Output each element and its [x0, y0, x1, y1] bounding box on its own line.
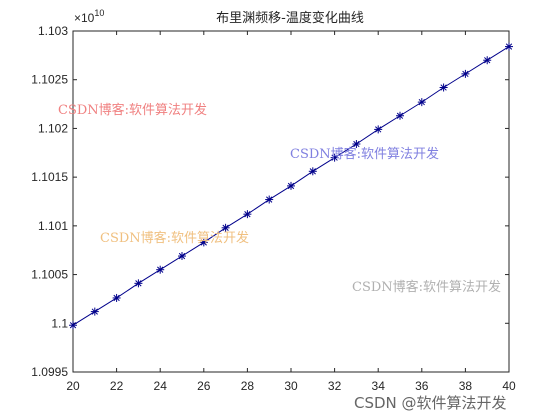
data-point-marker	[112, 293, 121, 302]
y-tick-label: 1.103	[38, 24, 68, 38]
data-point-marker	[461, 69, 470, 78]
x-tick-label: 38	[459, 379, 473, 393]
data-point-marker	[396, 111, 404, 120]
data-point-marker	[134, 279, 143, 288]
watermark-4: CSDN博客:软件算法开发	[352, 279, 501, 295]
x-tick-label: 32	[328, 379, 342, 393]
series-group	[69, 42, 513, 330]
x-tick-label: 30	[284, 379, 298, 393]
watermark-1: CSDN博客:软件算法开发	[58, 102, 207, 118]
y-tick-label: 1.102	[38, 121, 68, 135]
x-tick-label: 24	[154, 379, 168, 393]
x-tick-label: 28	[241, 379, 255, 393]
y-tick-label: 1.101	[38, 219, 68, 233]
data-point-marker	[374, 125, 383, 134]
x-tick-label: 40	[502, 379, 516, 393]
data-point-marker	[483, 56, 492, 65]
data-point-marker	[417, 98, 426, 107]
watermarks: CSDN博客:软件算法开发 CSDN博客:软件算法开发 CSDN博客:软件算法开…	[58, 102, 501, 295]
y-tick-label: 1.1025	[31, 73, 68, 87]
y-axis: 1.0995 1.1 1.1005 1.101 1.1015 1.102 1.1025 1.1…	[31, 24, 509, 379]
x-tick-label: 34	[372, 379, 386, 393]
x-tick-label: 26	[197, 379, 211, 393]
watermark-3: CSDN博客:软件算法开发	[100, 230, 249, 246]
data-point-marker	[352, 140, 361, 149]
watermark-2: CSDN博客:软件算法开发	[290, 146, 439, 162]
data-point-marker	[439, 83, 448, 92]
data-point-marker	[178, 252, 186, 261]
data-point-marker	[308, 167, 317, 176]
data-point-marker	[199, 238, 208, 247]
data-point-marker	[90, 307, 99, 316]
data-point-marker	[330, 153, 339, 162]
data-point-marker	[505, 42, 513, 51]
plot-area	[72, 30, 510, 373]
data-point-marker	[287, 181, 295, 190]
y-tick-label: 1.1005	[31, 268, 68, 282]
brand-watermark: CSDN @软件算法开发	[354, 394, 507, 412]
y-tick-label: 1.1015	[31, 170, 68, 184]
y-tick-label: 1.1	[51, 316, 68, 330]
x-axis: 20 22 24 26 28 30 32 34 36 38 40	[66, 31, 516, 393]
x-tick-label: 20	[66, 379, 80, 393]
data-point-marker	[243, 210, 252, 219]
x-tick-label: 36	[415, 379, 429, 393]
data-point-marker	[221, 223, 230, 232]
y-tick-label: 1.0995	[31, 365, 68, 379]
chart-title: 布里渊频移-温度变化曲线	[216, 10, 364, 26]
data-point-marker	[265, 195, 274, 204]
y-exponent-label: ×1010	[74, 8, 104, 25]
data-point-marker	[156, 265, 165, 274]
data-point-marker	[69, 321, 77, 330]
x-tick-label: 22	[110, 379, 124, 393]
